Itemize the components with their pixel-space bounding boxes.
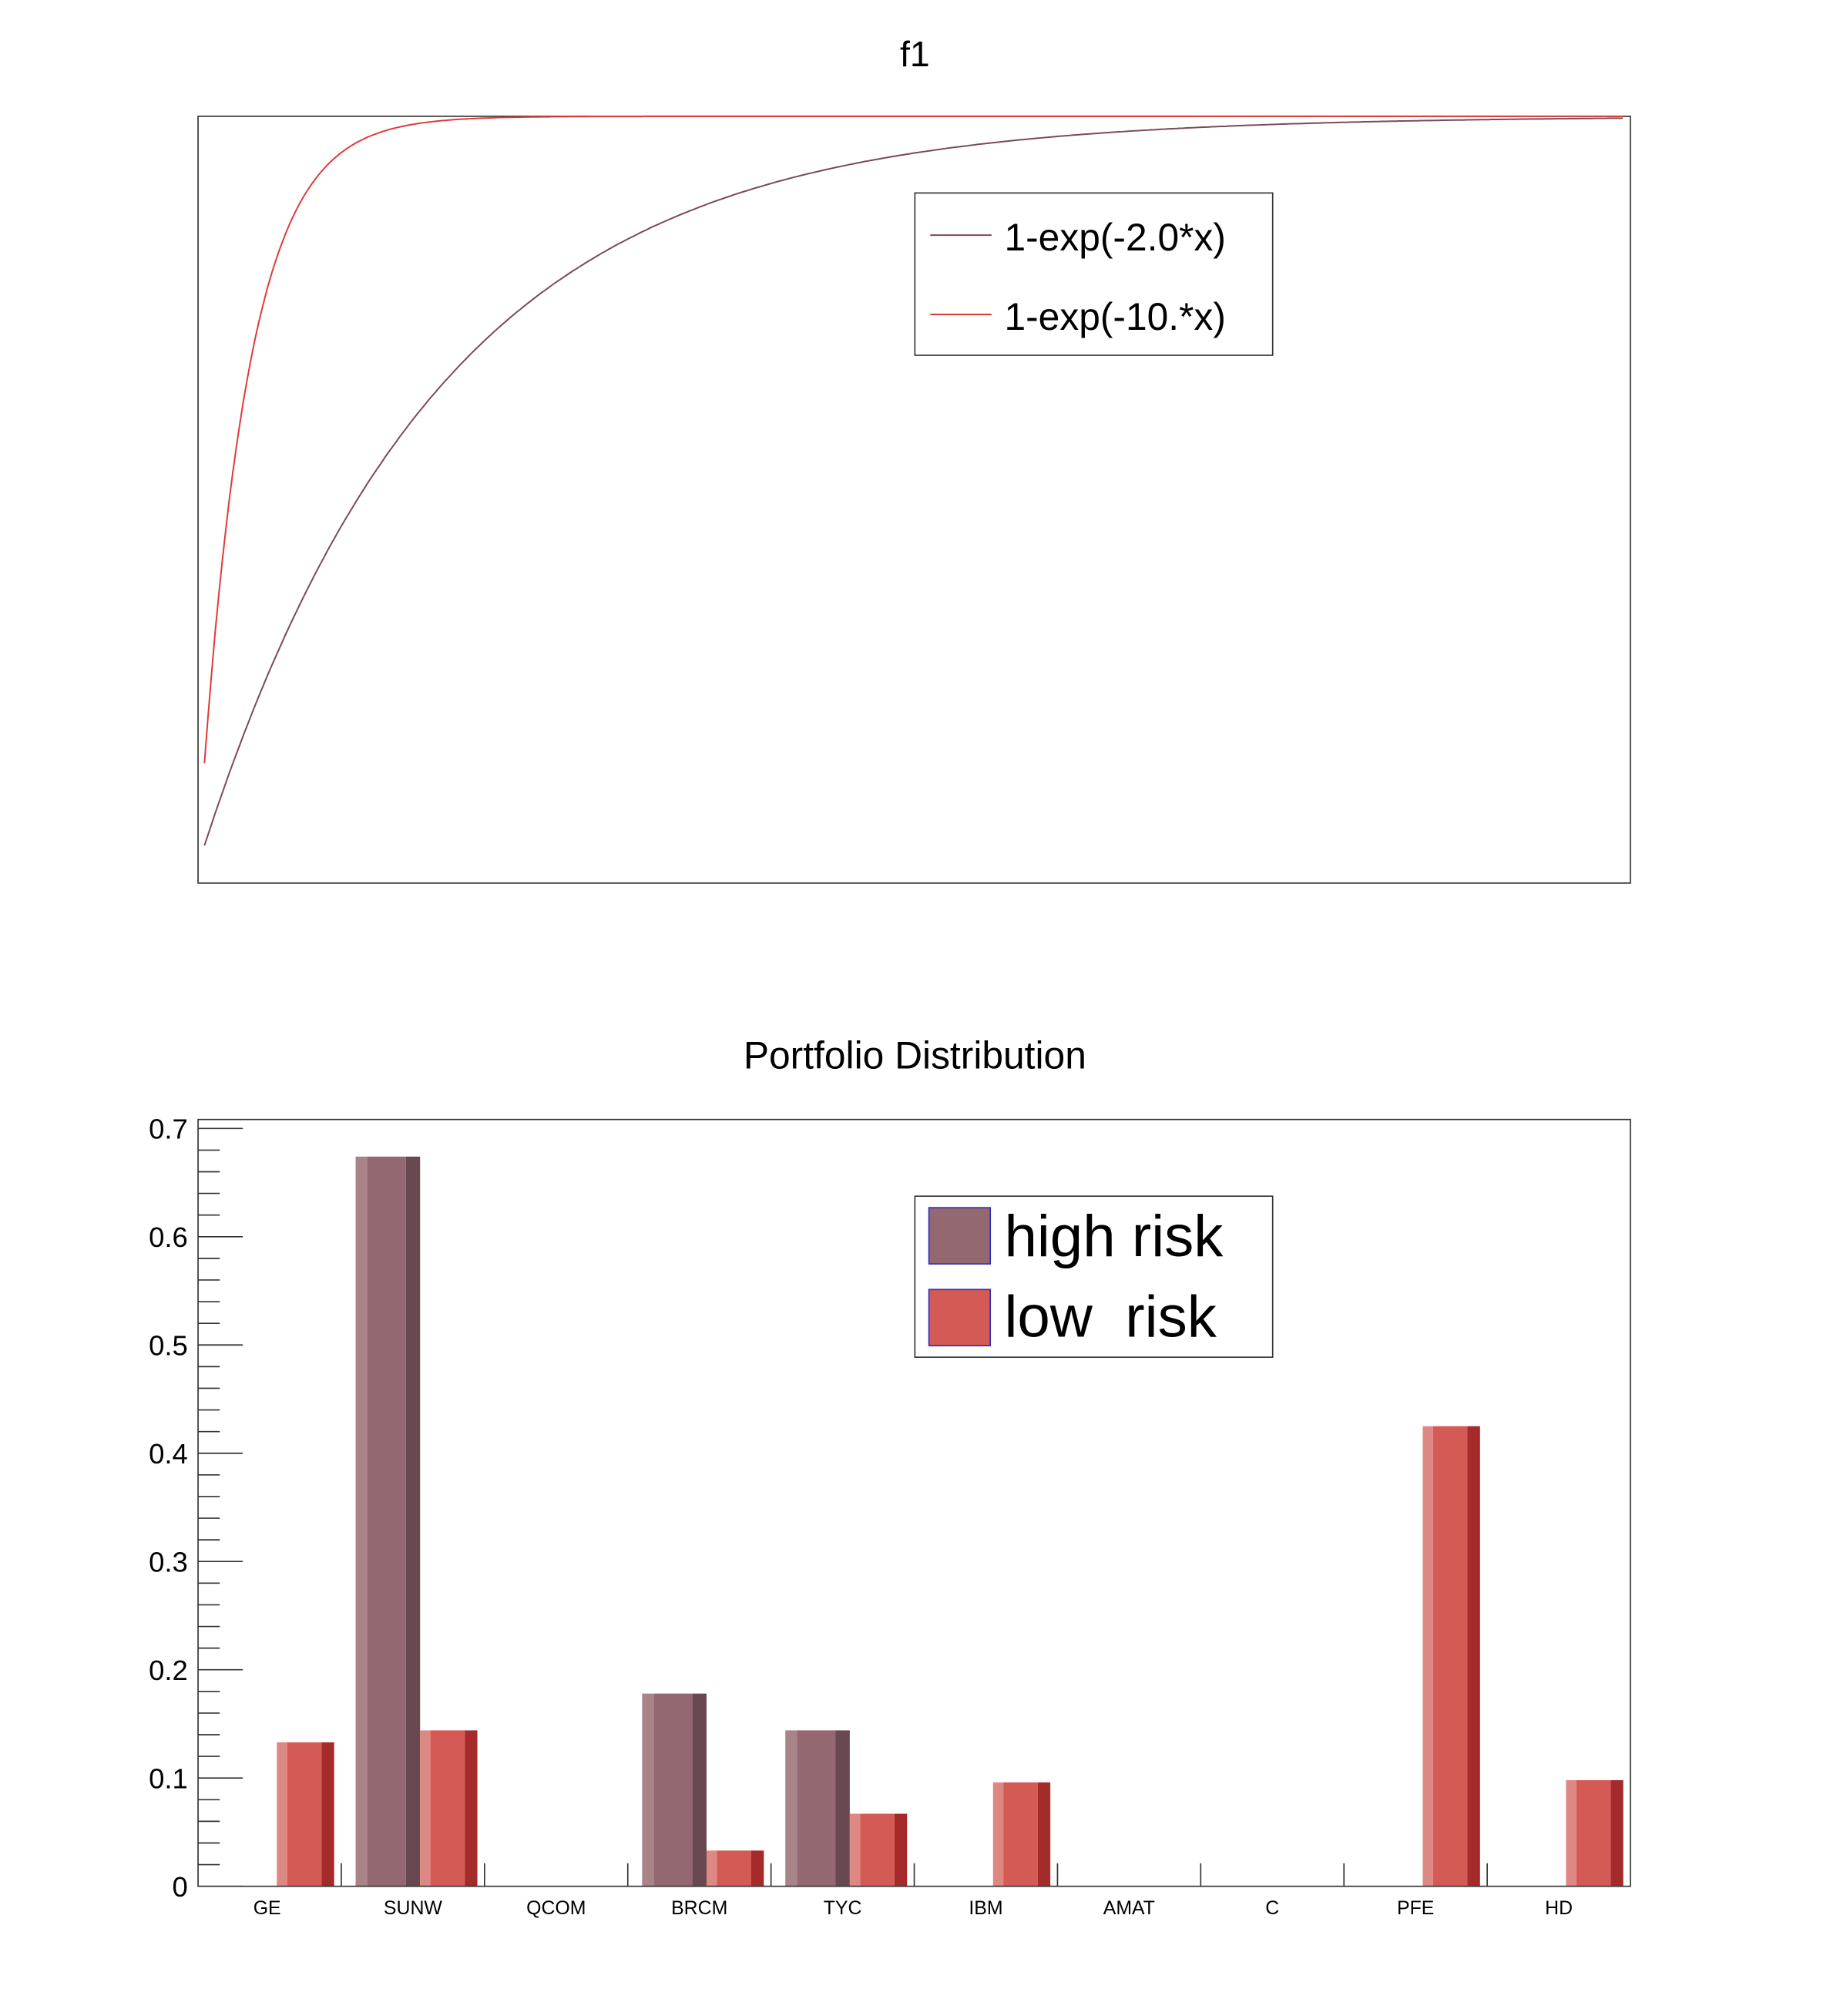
bar-low-risk-HD [1566, 1780, 1623, 1887]
y-tick-label: 0.2 [149, 1655, 188, 1686]
x-tick-label-GE: GE [254, 1897, 281, 1919]
bar-low-risk-SUNW [420, 1730, 478, 1887]
f1-legend-box [914, 192, 1274, 356]
bar-high-risk-BRCM [642, 1693, 707, 1887]
bar-low-risk-TYC [849, 1813, 908, 1887]
y-tick-label: 0.4 [149, 1438, 188, 1470]
y-tick-label: 0.3 [149, 1546, 188, 1578]
y-tick-label: 0.1 [149, 1762, 188, 1794]
x-tick-label-IBM: IBM [969, 1897, 1002, 1919]
portfolio-bars [277, 1156, 1623, 1887]
y-tick-label: 0 [172, 1871, 187, 1903]
x-tick-label-PFE: PFE [1397, 1897, 1434, 1919]
curve-1 [203, 115, 1623, 764]
legend-label-k10: 1-exp(-10.*x) [1004, 295, 1225, 338]
bar-high-risk-SUNW [355, 1156, 421, 1887]
bar-low-risk-IBM [992, 1782, 1051, 1887]
f1-legend: 1-exp(-2.0*x) 1-exp(-10.*x) [914, 192, 1274, 356]
portfolio-frame [197, 1118, 1631, 1887]
legend-swatch-low-risk [928, 1289, 992, 1347]
x-tick-label-TYC: TYC [824, 1897, 862, 1919]
x-tick-label-QCOM: QCOM [526, 1897, 586, 1919]
bar-low-risk-GE [277, 1742, 334, 1887]
legend-label-k2: 1-exp(-2.0*x) [1004, 216, 1225, 259]
f1-title: f1 [900, 34, 930, 74]
y-tick-label: 0.7 [149, 1114, 188, 1145]
portfolio-axes: 0 0.1 0.2 0.3 0.4 0.5 0.6 0.7 GE SUNW QCOM BRCM TYC I… [149, 1114, 1573, 1920]
legend-label-high-risk: high risk [1004, 1204, 1224, 1269]
x-tick-label-SUNW: SUNW [384, 1897, 442, 1919]
x-tick-label-HD: HD [1545, 1897, 1573, 1919]
legend-swatch-high-risk [928, 1207, 992, 1265]
x-tick-label-AMAT: AMAT [1103, 1897, 1155, 1919]
legend-label-low-risk: low risk [1004, 1285, 1217, 1350]
y-tick-label: 0.5 [149, 1330, 188, 1362]
portfolio-legend: high risk low risk [914, 1195, 1274, 1358]
bar-high-risk-TYC [785, 1730, 850, 1887]
portfolio-title: Portfolio Distribution [744, 1033, 1086, 1077]
bar-low-risk-PFE [1422, 1426, 1480, 1887]
x-tick-label-BRCM: BRCM [671, 1897, 727, 1919]
x-tick-label-C: C [1265, 1897, 1279, 1919]
y-tick-label: 0.6 [149, 1221, 188, 1253]
curve-0 [203, 117, 1623, 846]
bar-low-risk-BRCM [706, 1850, 764, 1887]
f1-curves [203, 115, 1623, 846]
